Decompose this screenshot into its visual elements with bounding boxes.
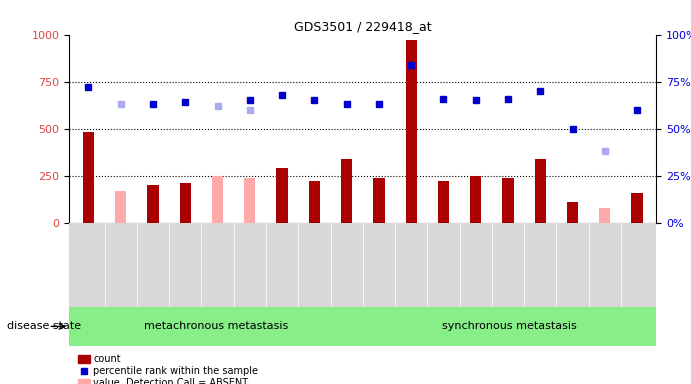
Bar <box>406 40 417 223</box>
Bar <box>599 208 610 223</box>
Bar <box>83 132 94 223</box>
Bar <box>567 202 578 223</box>
Bar <box>438 181 449 223</box>
Bar <box>363 307 656 346</box>
Title: GDS3501 / 229418_at: GDS3501 / 229418_at <box>294 20 432 33</box>
Bar <box>373 177 385 223</box>
Bar <box>147 185 159 223</box>
Bar <box>244 177 256 223</box>
Text: synchronous metastasis: synchronous metastasis <box>442 321 577 331</box>
Bar <box>502 177 513 223</box>
Bar <box>535 159 546 223</box>
Bar <box>309 181 320 223</box>
Bar <box>341 159 352 223</box>
Bar <box>180 183 191 223</box>
Legend: count, percentile rank within the sample, value, Detection Call = ABSENT, rank, : count, percentile rank within the sample… <box>74 351 263 384</box>
Text: metachronous metastasis: metachronous metastasis <box>144 321 288 331</box>
Bar <box>212 176 223 223</box>
Bar <box>115 191 126 223</box>
Text: disease state: disease state <box>7 321 81 331</box>
Bar <box>632 193 643 223</box>
Bar <box>276 168 287 223</box>
Bar <box>470 176 482 223</box>
Bar <box>69 307 363 346</box>
